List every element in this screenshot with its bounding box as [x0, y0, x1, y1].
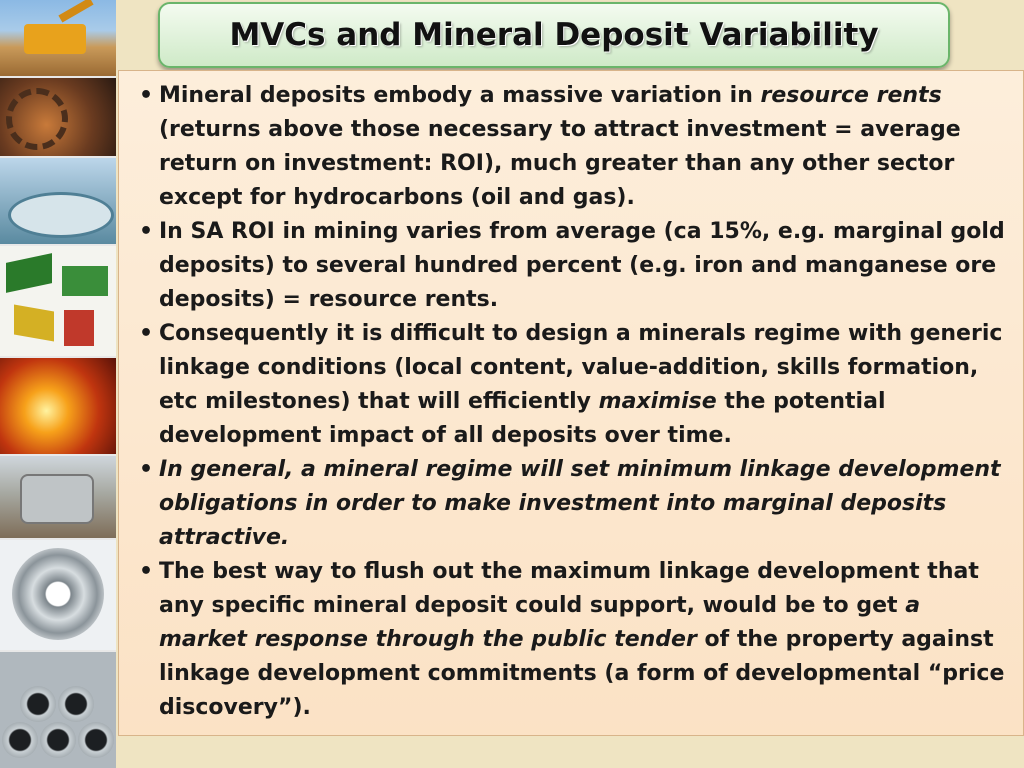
bullet-text-bold-italic: In general, a mineral regime will set mi…: [159, 457, 1001, 550]
image-strip: [0, 0, 116, 768]
slide-title: MVCs and Mineral Deposit Variability: [229, 17, 879, 53]
bullet-text: of the property against linkage developm…: [159, 627, 1005, 720]
steel-coil-photo: [0, 540, 116, 652]
grinding-mill-photo: [0, 456, 116, 540]
bullet-text: In SA ROI in mining varies from average …: [159, 219, 1005, 312]
title-box: MVCs and Mineral Deposit Variability: [158, 2, 950, 68]
bullet-item: The best way to flush out the maximum li…: [135, 555, 1013, 725]
bullet-text: Consequently it is difficult to design a…: [159, 321, 1003, 414]
bullet-item: Mineral deposits embody a massive variat…: [135, 79, 1013, 215]
bullet-list: Mineral deposits embody a massive variat…: [135, 79, 1013, 725]
content-panel: Mineral deposits embody a massive variat…: [118, 70, 1024, 736]
bucket-wheel-excavator-photo: [0, 78, 116, 158]
bullet-text: (returns above those necessary to attrac…: [159, 117, 961, 210]
bullet-text-bold-italic: market response through the public tende…: [159, 627, 697, 652]
bullet-text-italic: resource rents: [760, 83, 942, 108]
mineral-processing-equipment-photo: [0, 246, 116, 358]
mining-truck-photo: [0, 0, 116, 78]
molten-metal-pour-photo: [0, 358, 116, 456]
bullet-text-italic: maximise: [598, 389, 717, 414]
bullet-item: In SA ROI in mining varies from average …: [135, 215, 1013, 317]
bullet-text: The best way to flush out the maximum li…: [159, 559, 979, 618]
bullet-item: Consequently it is difficult to design a…: [135, 317, 1013, 453]
bullet-text: Mineral deposits embody a massive variat…: [159, 83, 761, 108]
bullet-item: In general, a mineral regime will set mi…: [135, 453, 1013, 555]
thickener-tank-photo: [0, 158, 116, 246]
bullet-text: the potential development impact of all …: [159, 389, 886, 448]
bullet-text-italic: a: [905, 593, 921, 618]
steel-pipes-photo: [0, 652, 116, 768]
